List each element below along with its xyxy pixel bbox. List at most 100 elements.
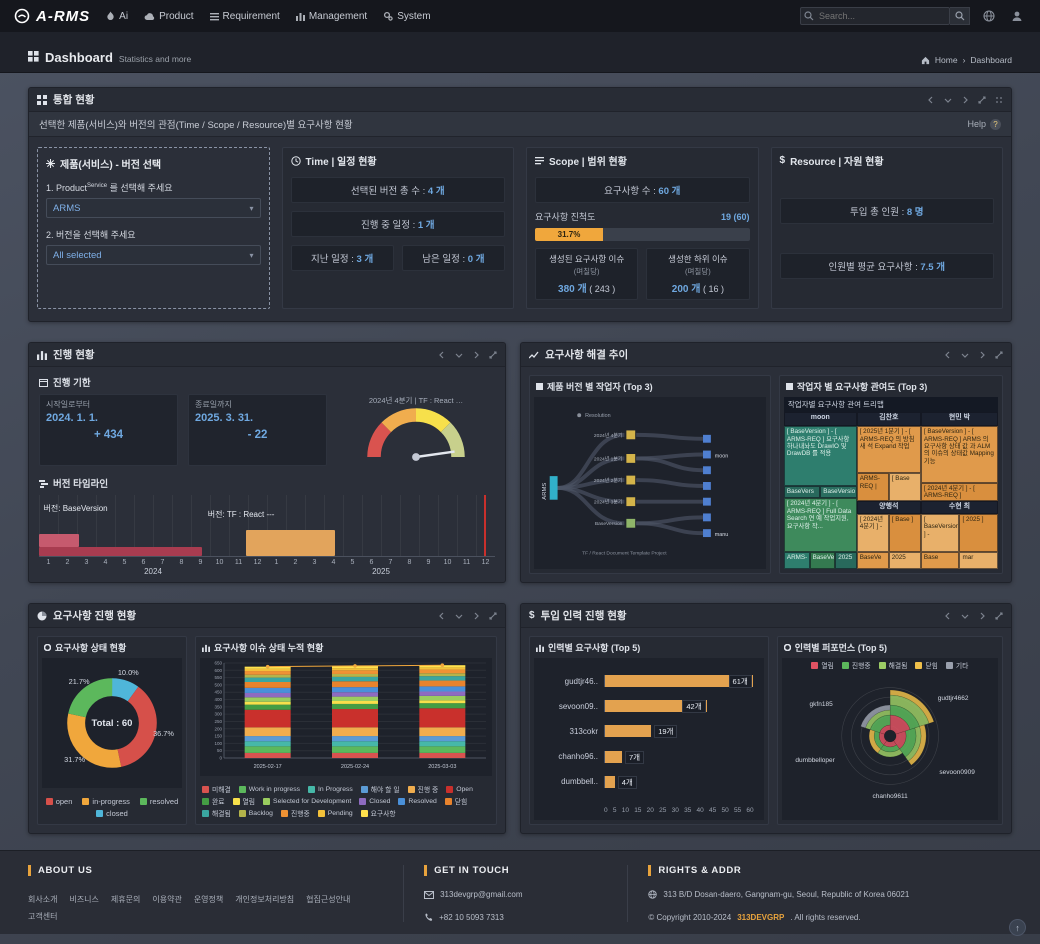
scroll-top-button[interactable]: ↑	[1009, 919, 1026, 936]
footer-link[interactable]: 제휴문의	[110, 895, 141, 904]
chevron-left-icon[interactable]	[927, 96, 935, 104]
copyright-brand[interactable]: 313DEVGRP	[737, 913, 785, 922]
chevron-down-icon[interactable]	[455, 351, 463, 359]
expand-icon[interactable]	[489, 611, 497, 620]
svg-text:2025-02-24: 2025-02-24	[341, 764, 369, 770]
footer-link[interactable]: 고객센터	[28, 912, 58, 921]
user-button[interactable]	[1008, 7, 1026, 25]
treemap-cell[interactable]: [ Base	[888, 473, 921, 502]
chevron-left-icon[interactable]	[944, 612, 952, 620]
footer-link[interactable]: 이용약관	[152, 895, 182, 904]
nav-label: System	[397, 10, 431, 22]
chevron-left-icon[interactable]	[438, 612, 446, 620]
chevron-down-icon[interactable]	[455, 612, 463, 620]
axis-tick: 20	[646, 807, 654, 814]
expand-icon[interactable]	[995, 350, 1003, 359]
treemap-cell[interactable]: 현민 박	[920, 412, 998, 427]
nav-item-ai[interactable]: Ai	[106, 11, 128, 22]
treemap-cell[interactable]: [ 2024년 4분기 ] -	[856, 514, 889, 552]
envelope-icon	[424, 890, 435, 899]
month-tick: 7	[160, 559, 165, 566]
legend-swatch	[407, 785, 415, 793]
legend-swatch	[202, 785, 209, 793]
treemap-cell[interactable]: Base	[920, 551, 960, 569]
footer-email-row[interactable]: 313devgrp@gmail.com	[424, 890, 607, 899]
svg-text:2025-03-03: 2025-03-03	[428, 764, 456, 770]
chevron-down-icon: ▾	[249, 250, 254, 260]
nav-item-requirement[interactable]: Requirement	[209, 11, 280, 22]
expand-icon[interactable]	[489, 350, 497, 359]
chevron-right-icon[interactable]	[472, 612, 480, 620]
treemap-header: 작업자별 요구사항 관여 트리맵	[783, 397, 998, 412]
treemap-cell[interactable]: [ BaseVersion ] -	[920, 514, 960, 552]
search-button[interactable]	[950, 7, 970, 25]
chevron-down-icon[interactable]	[961, 612, 969, 620]
treemap-cell[interactable]: 2025	[888, 551, 921, 569]
axis-tick: 30	[671, 807, 679, 814]
drag-handle-icon[interactable]	[995, 96, 1003, 104]
requirement-progress-bar: 31.7%	[535, 228, 750, 241]
nav-item-system[interactable]: System	[383, 10, 431, 22]
footer-phone-row[interactable]: +82 10 5093 7313	[424, 913, 607, 922]
treemap-cell[interactable]: [ Base ]	[888, 514, 921, 552]
treemap-cell[interactable]: moon	[783, 412, 857, 427]
treemap-cell[interactable]: 수현 최	[920, 501, 998, 515]
chevron-right-icon[interactable]	[472, 351, 480, 359]
chevron-down-icon[interactable]	[961, 351, 969, 359]
treemap-cell[interactable]: [ BaseVersion ] - [ ARMS-REQ ] 요구사항 하나내놔…	[783, 426, 857, 486]
legend-label: Selected for Development	[273, 797, 352, 805]
footer-link[interactable]: 개인정보처리방침	[235, 895, 295, 904]
treemap-cell[interactable]: BaseVe	[809, 551, 836, 569]
brand[interactable]: A-RMS	[14, 8, 90, 25]
month-tick: 2	[293, 559, 298, 566]
footer-phone: +82 10 5093 7313	[439, 913, 504, 922]
treemap-cell[interactable]: [ 2025 ]	[959, 514, 998, 552]
treemap-cell[interactable]: [ BaseVersion ] - [ ARMS-REQ ] ARMS 의 요구…	[920, 426, 998, 483]
nav-label: Ai	[119, 10, 129, 22]
nav-item-product[interactable]: Product	[144, 11, 194, 22]
timeline-bar	[39, 534, 79, 547]
chevron-left-icon[interactable]	[438, 351, 446, 359]
calendar-icon	[39, 378, 48, 387]
treemap-cell[interactable]: ARMS-	[783, 551, 810, 569]
time-card-title: Time | 일정 현황	[305, 157, 377, 168]
chevron-right-icon[interactable]	[978, 612, 986, 620]
month-tick: 7	[388, 559, 393, 566]
globe-button[interactable]	[980, 7, 998, 25]
chevron-down-icon[interactable]	[944, 96, 952, 104]
treemap-cell[interactable]: [ 2024년 4분기 ] - [ ARMS-REQ ] Full Data S…	[783, 498, 857, 552]
footer-link[interactable]: 회사소개	[28, 895, 58, 904]
treemap-cell[interactable]: BaseVe	[856, 551, 889, 569]
expand-icon[interactable]	[995, 611, 1003, 620]
chevron-right-icon[interactable]	[978, 351, 986, 359]
treemap-cell[interactable]: ARMS-REQ |	[856, 473, 889, 502]
legend-label: 진행중	[851, 663, 871, 670]
footer-link[interactable]: 비즈니스	[69, 895, 99, 904]
breadcrumb-home[interactable]: Home	[934, 55, 958, 65]
chevron-left-icon[interactable]	[944, 351, 952, 359]
treemap-cell[interactable]: 2025	[835, 551, 857, 569]
chevron-right-icon[interactable]	[961, 96, 969, 104]
nav-item-management[interactable]: Management	[295, 11, 367, 22]
timeline-bar	[39, 547, 203, 556]
product-select[interactable]: ARMS ▾	[46, 198, 261, 218]
legend-swatch	[360, 785, 368, 793]
version-select[interactable]: All selected ▾	[46, 245, 261, 265]
treemap-cell[interactable]: 양행석	[856, 501, 921, 515]
help-button[interactable]: Help ?	[967, 118, 1001, 130]
treemap-cell[interactable]: mar	[959, 551, 998, 569]
search-input[interactable]	[800, 7, 950, 25]
footer-link[interactable]: 협집근성안내	[306, 895, 351, 904]
legend-label: open	[55, 797, 73, 806]
treemap-cell[interactable]: 김찬호	[856, 412, 921, 427]
legend-item: 해결됨	[878, 660, 907, 670]
footer-link[interactable]: 운영정책	[193, 895, 224, 904]
expand-icon[interactable]	[978, 95, 986, 104]
treemap-cell[interactable]: [ 2024년 4분기 ] - [ ARMS-REQ ]	[920, 482, 998, 502]
month-tick: 11	[234, 559, 243, 566]
legend-swatch	[444, 797, 452, 805]
treemap-cell[interactable]: BaseVersio	[820, 485, 857, 499]
legend-item: 기타	[945, 660, 968, 670]
treemap-cell[interactable]: [ 2025년 1분기 ] - [ ARMS-REQ 의 방침새 석 Expan…	[856, 426, 921, 474]
treemap-cell[interactable]: BaseVers	[783, 485, 821, 499]
